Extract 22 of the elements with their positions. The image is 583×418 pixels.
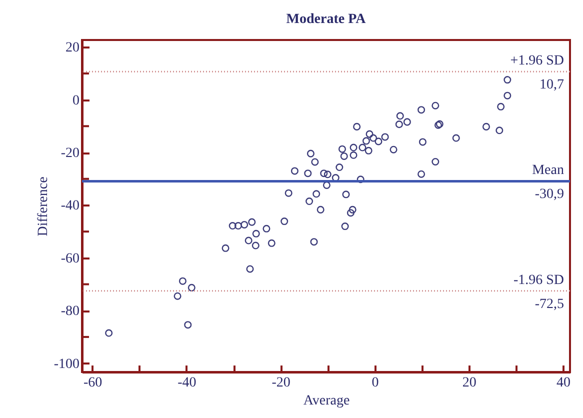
x-axis-title: Average	[303, 394, 350, 408]
y-axis-title: Difference	[36, 176, 51, 236]
x-tick-label: 40	[556, 376, 570, 390]
y-tick-label: -60	[60, 251, 80, 266]
ref-line-label: +1.96 SD	[510, 54, 564, 69]
x-tick-label: 0	[372, 376, 379, 390]
ref-line-label: Mean	[532, 163, 564, 178]
y-tick-label: -20	[60, 146, 80, 162]
y-tick-label: 0	[72, 93, 80, 108]
y-tick-label: 20	[66, 40, 80, 56]
y-tick-label: -80	[60, 304, 80, 320]
ref-line-label: -1.96 SD	[513, 272, 564, 288]
y-tick-label: -40	[60, 198, 80, 214]
y-tick-label: -100	[54, 356, 80, 372]
annotation: 10,7	[540, 78, 564, 93]
x-tick-label: -40	[178, 376, 196, 390]
annotation: -30,9	[534, 187, 564, 202]
x-tick-label: 20	[462, 376, 476, 390]
x-tick-label: -20	[272, 376, 290, 390]
annotation: -72,5	[534, 296, 564, 312]
chart-title: Moderate PA	[286, 12, 367, 27]
x-tick-label: -60	[84, 376, 102, 390]
